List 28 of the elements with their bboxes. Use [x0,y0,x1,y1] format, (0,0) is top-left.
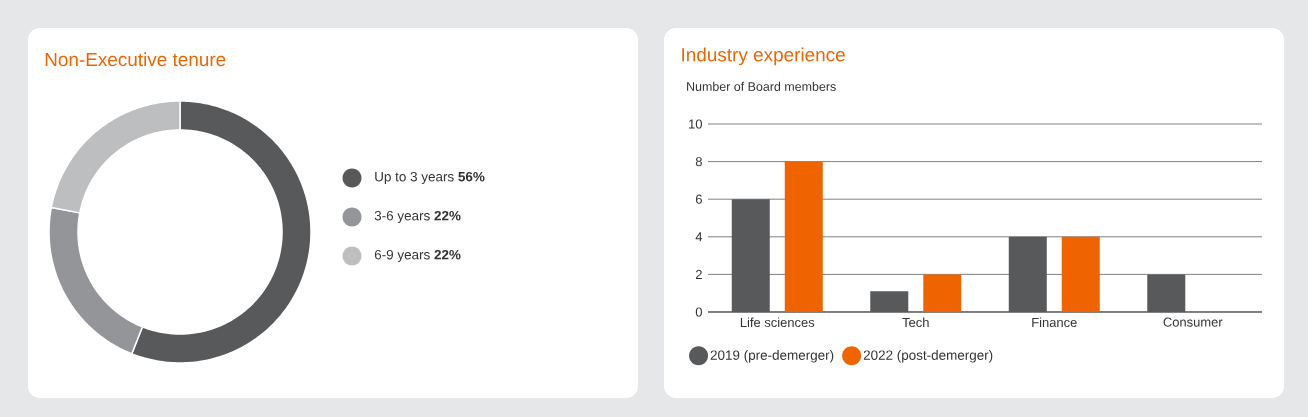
chart-title: Industry experience [682,47,845,66]
x-tick-label: Life sciences [740,317,815,328]
legend-label: 2019 (pre-demerger) [710,350,834,363]
y-tick-label: 6 [695,194,702,204]
bar [1061,236,1100,312]
legend-label: 6-9 years [374,249,430,263]
y-tick-label: 10 [689,119,702,129]
bar [1008,236,1047,312]
legend-label: 3-6 years [374,210,430,224]
y-tick-label: 4 [695,232,703,242]
x-tick-label: Consumer [1163,317,1223,327]
bar [784,161,823,312]
legend-label: 2022 (post-demerger) [863,350,993,363]
bar [870,291,909,312]
data-label: 56% [458,171,485,182]
data-label: 22% [434,249,461,260]
chart-title: Non-Executive tenure [45,52,226,67]
y-tick-label: 2 [695,269,702,279]
y-axis-title: Number of Board members [687,81,836,91]
legend-label: Up to 3 years [375,171,454,185]
data-label: 22% [434,210,461,221]
bar [731,199,770,312]
y-tick-label: 8 [695,157,702,167]
y-tick-label: 0 [695,307,702,317]
bar [1147,274,1186,312]
x-tick-label: Finance [1032,317,1077,328]
bar [923,274,962,312]
x-tick-label: Tech [902,317,929,328]
